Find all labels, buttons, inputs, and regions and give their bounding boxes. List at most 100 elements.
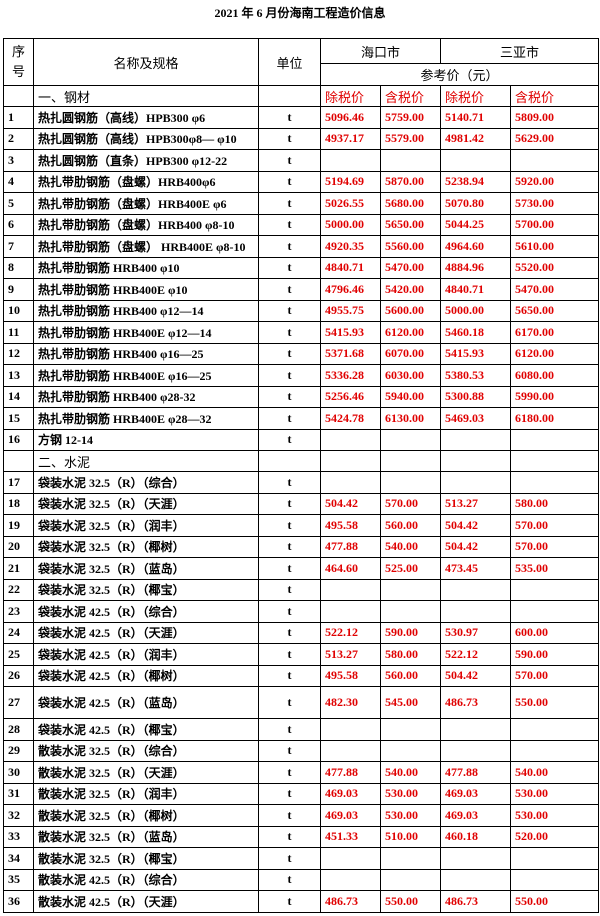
row-number: 6 [3, 213, 34, 236]
unit: t [258, 170, 321, 193]
price: 486.73 [440, 686, 512, 719]
price: 5194.69 [320, 170, 381, 193]
price: 5560.00 [379, 235, 442, 258]
price: 5300.88 [440, 385, 512, 408]
price: 5629.00 [510, 127, 600, 150]
price: 451.33 [320, 825, 381, 848]
price: 530.97 [440, 621, 512, 644]
price: 5940.00 [379, 385, 442, 408]
price-cell [440, 739, 512, 762]
item-name: 热扎带肋钢筋 HRB400 φ28-32 [33, 385, 259, 408]
item-name: 热扎带肋钢筋 HRB400 φ16—25 [33, 342, 259, 365]
header-name: 名称及规格 [33, 38, 259, 86]
section-row: 一、钢材 除税价 含税价 除税价 含税价 [3, 85, 600, 107]
price: 560.00 [379, 514, 442, 537]
price-cell [320, 471, 381, 494]
price: 5140.71 [440, 106, 512, 129]
price: 5579.00 [379, 127, 442, 150]
item-name: 袋装水泥 42.5（R）（椰宝） [33, 718, 259, 741]
unit: t [258, 364, 321, 387]
header-city: 海口市 [319, 38, 442, 64]
row-number: 9 [3, 278, 34, 301]
price: 570.00 [379, 492, 442, 515]
unit: t [258, 825, 321, 848]
price-cell [320, 578, 381, 601]
item-name: 散装水泥 32.5（R）（椰树） [33, 804, 259, 827]
price: 5238.94 [440, 170, 512, 193]
unit: t [258, 492, 321, 515]
price: 5070.80 [440, 192, 512, 215]
item-row: 30 散装水泥 32.5（R）（天涯） t 477.88 540.00 477.88 540… [3, 761, 600, 784]
unit: t [258, 149, 321, 172]
price: 5809.00 [510, 106, 600, 129]
price: 5371.68 [320, 342, 381, 365]
item-name: 热扎圆钢筋（高线）HPB300 φ6 [33, 106, 259, 129]
price: 469.03 [320, 782, 381, 805]
price: 6120.00 [379, 321, 442, 344]
no-cell [3, 85, 34, 107]
item-row: 36 散装水泥 42.5（R）（天涯） t 486.73 550.00 486.73 550… [3, 890, 600, 913]
price: 6120.00 [510, 342, 600, 365]
unit: t [258, 686, 321, 719]
row-number: 5 [3, 192, 34, 215]
price-cell [320, 450, 381, 472]
row-number: 33 [3, 825, 34, 848]
price: 530.00 [510, 782, 600, 805]
price: 5990.00 [510, 385, 600, 408]
row-number: 35 [3, 868, 34, 891]
price-table: 序号 名称及规格 单位 海口市 三亚市 参考价（元） 一、钢材 除税价 含税价 除税价… [3, 38, 600, 913]
unit: t [258, 471, 321, 494]
price: 590.00 [510, 643, 600, 666]
header-city: 三亚市 [440, 38, 600, 64]
row-number: 12 [3, 342, 34, 365]
price: 5469.03 [440, 407, 512, 430]
item-row: 16 方钢 12-14 t [3, 428, 600, 451]
price: 5096.46 [320, 106, 381, 129]
price: 504.42 [320, 492, 381, 515]
price: 570.00 [510, 514, 600, 537]
unit: t [258, 643, 321, 666]
unit: t [258, 578, 321, 601]
item-name: 方钢 12-14 [33, 428, 259, 451]
row-number: 36 [3, 890, 34, 913]
price: 550.00 [510, 890, 600, 913]
item-name: 热扎带肋钢筋（盘螺） HRB400E φ8-10 [33, 235, 259, 258]
item-row: 8 热扎带肋钢筋 HRB400 φ10 t 4840.71 5470.00 4884.96… [3, 256, 600, 279]
unit: t [258, 782, 321, 805]
unit: t [258, 235, 321, 258]
price: 580.00 [510, 492, 600, 515]
row-number: 11 [3, 321, 34, 344]
price-cell [320, 868, 381, 891]
unit: t [258, 557, 321, 580]
row-number: 34 [3, 847, 34, 870]
item-name: 袋装水泥 32.5（R）（椰树） [33, 535, 259, 558]
row-number: 16 [3, 428, 34, 451]
price: 473.45 [440, 557, 512, 580]
price-cell [510, 578, 600, 601]
price-cell [320, 739, 381, 762]
price: 495.58 [320, 514, 381, 537]
item-row: 35 散装水泥 42.5（R）（综合） t [3, 868, 600, 891]
item-row: 33 散装水泥 32.5（R）（蓝岛） t 451.33 510.00 460.18 520… [3, 825, 600, 848]
row-number: 23 [3, 600, 34, 623]
price: 550.00 [379, 890, 442, 913]
price: 513.27 [320, 643, 381, 666]
price-header: 除税价 [320, 85, 381, 107]
price: 5380.53 [440, 364, 512, 387]
unit: t [258, 106, 321, 129]
price-header: 除税价 [440, 85, 512, 107]
unit: t [258, 761, 321, 784]
price: 4840.71 [440, 278, 512, 301]
price: 477.88 [440, 761, 512, 784]
unit: t [258, 127, 321, 150]
row-number: 8 [3, 256, 34, 279]
price: 530.00 [510, 804, 600, 827]
price-cell [510, 718, 600, 741]
price: 4920.35 [320, 235, 381, 258]
price-cell [440, 868, 512, 891]
item-name: 热扎带肋钢筋 HRB400 φ10 [33, 256, 259, 279]
item-name: 袋装水泥 32.5（R）（蓝岛） [33, 557, 259, 580]
item-row: 22 袋装水泥 32.5（R）（椰宝） t [3, 578, 600, 601]
header-row: 序号 名称及规格 单位 海口市 三亚市 [3, 38, 600, 86]
price-cell [320, 847, 381, 870]
